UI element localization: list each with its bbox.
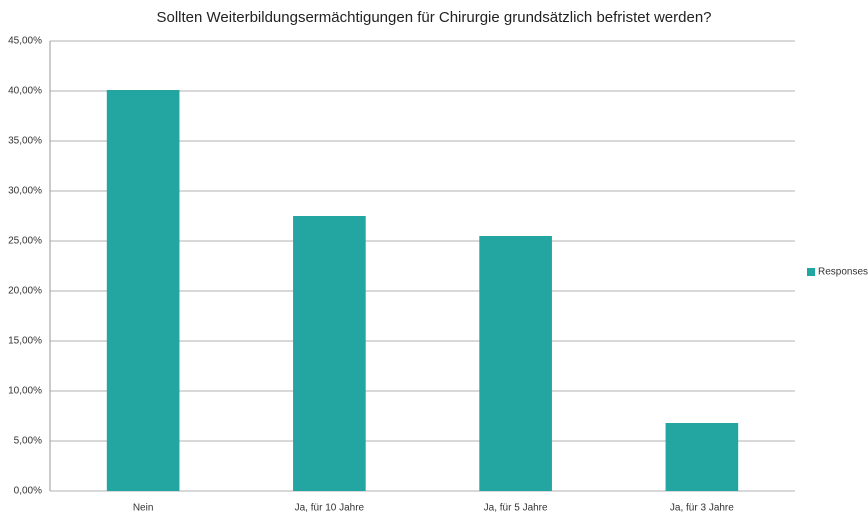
x-tick-label: Ja, für 3 Jahre: [670, 503, 734, 514]
bar: [479, 236, 552, 491]
x-tick-label: Ja, für 5 Jahre: [484, 503, 548, 514]
y-tick-label: 5,00%: [14, 436, 42, 447]
y-tick-label: 35,00%: [8, 136, 42, 147]
x-tick-label: Ja, für 10 Jahre: [295, 503, 365, 514]
y-tick-label: 25,00%: [8, 236, 42, 247]
y-tick-label: 30,00%: [8, 186, 42, 197]
y-tick-label: 40,00%: [8, 86, 42, 97]
bar: [665, 423, 739, 491]
y-tick-label: 45,00%: [8, 36, 42, 47]
y-tick-label: 10,00%: [8, 386, 42, 397]
x-tick-label: Nein: [133, 503, 154, 514]
y-tick-label: 0,00%: [14, 486, 42, 497]
chart-title: Sollten Weiterbildungsermächtigungen für…: [156, 9, 711, 26]
legend-swatch: [807, 268, 815, 276]
y-tick-label: 15,00%: [8, 336, 42, 347]
bar: [293, 216, 366, 491]
legend-label: Responses: [818, 267, 868, 278]
bar: [106, 90, 180, 491]
y-tick-label: 20,00%: [8, 286, 42, 297]
